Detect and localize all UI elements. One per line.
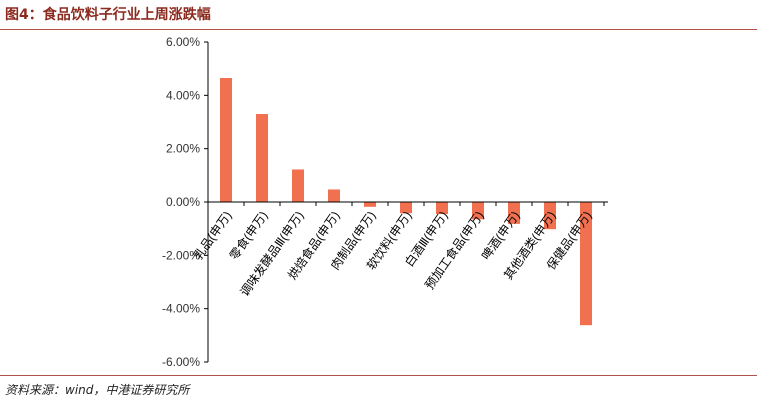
bar xyxy=(220,78,232,202)
y-tick-label: -2.00% xyxy=(162,248,200,262)
x-tick-label: 调味发酵品Ⅲ(申万) xyxy=(237,208,307,299)
bar xyxy=(400,202,412,214)
bar xyxy=(508,202,520,224)
y-tick-label: -4.00% xyxy=(162,302,200,316)
bar xyxy=(580,202,592,326)
source-note: 资料来源：wind，中港证券研究所 xyxy=(5,383,190,397)
y-tick-label: 4.00% xyxy=(166,88,200,102)
bar xyxy=(436,202,448,214)
figure-title: 图4：食品饮料子行业上周涨跌幅 xyxy=(5,7,211,23)
bar xyxy=(292,169,304,202)
source-divider xyxy=(0,375,757,376)
y-axis: 6.00% 4.00% 2.00% 0.00% -2.00% -4.00% -6.00% xyxy=(162,35,605,369)
y-tick-label: 2.00% xyxy=(166,142,200,156)
bar xyxy=(364,202,376,207)
y-tick-label: 6.00% xyxy=(166,35,200,49)
bar xyxy=(328,189,340,202)
title-divider xyxy=(0,29,757,30)
x-axis: 乳品(申万)零食(申万)调味发酵品Ⅲ(申万)烘焙食品(申万)肉制品(申万)软饮料… xyxy=(191,208,595,299)
y-tick-label: 0.00% xyxy=(166,195,200,209)
bar xyxy=(544,202,556,230)
y-tick-label: -6.00% xyxy=(162,355,200,369)
bar-series xyxy=(220,78,592,326)
bar xyxy=(472,202,484,220)
bar xyxy=(256,114,268,202)
